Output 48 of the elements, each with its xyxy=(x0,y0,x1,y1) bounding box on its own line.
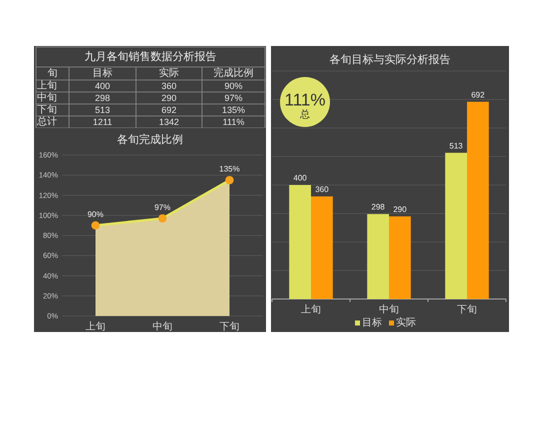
bar xyxy=(289,185,311,299)
category-label: 下旬 xyxy=(37,104,57,116)
x-tick-label: 上旬 xyxy=(86,320,106,332)
data-label: 513 xyxy=(449,141,464,150)
data-label: 90% xyxy=(87,210,104,219)
x-tick-label: 上旬 xyxy=(301,304,321,316)
text: 513 xyxy=(94,105,110,115)
text: 90% xyxy=(224,81,243,91)
text: 旬 xyxy=(48,67,58,79)
text: 111% xyxy=(222,117,244,127)
data-label: 692 xyxy=(471,90,486,100)
text: 1342 xyxy=(158,117,180,127)
category-label: 总计 xyxy=(37,116,57,128)
bar xyxy=(467,102,489,299)
bar xyxy=(389,216,411,299)
data-label: 360 xyxy=(315,184,330,194)
data-label: 290 xyxy=(393,204,408,214)
category-label: 中旬 xyxy=(37,92,57,104)
text: 298 xyxy=(94,93,110,103)
legend-label: 目标 xyxy=(362,316,382,328)
annotation: 总 xyxy=(299,108,310,120)
text: 692 xyxy=(161,105,177,115)
bar xyxy=(445,152,467,299)
bar xyxy=(311,196,333,299)
annotation: 111% xyxy=(284,90,326,110)
text: 360 xyxy=(161,81,177,91)
text: 135% xyxy=(222,105,246,115)
category-label: 目标 xyxy=(92,67,112,79)
chart-title: 各旬完成比例 xyxy=(117,133,183,146)
text: 97% xyxy=(224,93,243,103)
data-label: 135% xyxy=(219,164,240,174)
x-tick-label: 中旬 xyxy=(379,304,399,316)
x-tick-label: 下旬 xyxy=(220,320,240,332)
data-label: 97% xyxy=(154,202,171,212)
chart-title: 各旬目标与实际分析报告 xyxy=(330,53,450,66)
text: 290 xyxy=(161,93,177,103)
category-label: 实际 xyxy=(159,67,179,79)
text: 1211 xyxy=(92,117,112,127)
text: 400 xyxy=(94,81,110,91)
legend-label: 实际 xyxy=(396,316,416,328)
data-label: 298 xyxy=(371,202,386,212)
category-label: 上旬 xyxy=(37,80,57,92)
text: 九月各旬销售数据分析报告 xyxy=(84,50,216,63)
bar xyxy=(367,214,389,299)
x-tick-label: 中旬 xyxy=(152,320,172,332)
x-tick-label: 下旬 xyxy=(457,304,477,316)
data-label: 400 xyxy=(293,174,308,182)
category-label: 完成比例 xyxy=(214,67,254,79)
